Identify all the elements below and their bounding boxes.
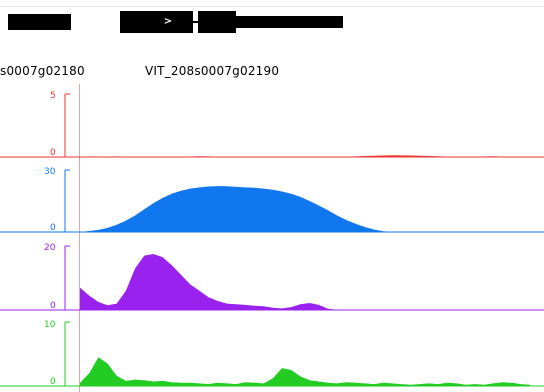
track-ymin-label: 0 bbox=[50, 301, 56, 311]
track-blue[interactable]: 30 0 bbox=[0, 167, 544, 233]
track-ymax-label: 5 bbox=[50, 91, 56, 101]
track-ymax-label: 30 bbox=[44, 167, 56, 177]
gene-model-intron bbox=[193, 21, 198, 23]
top-divider bbox=[0, 6, 544, 7]
track-red[interactable]: 5 0 bbox=[0, 91, 544, 158]
coverage-area bbox=[80, 254, 530, 310]
track-ymin-label: 0 bbox=[50, 148, 56, 158]
track-ymin-label: 0 bbox=[50, 223, 56, 233]
track-green[interactable]: 10 0 bbox=[0, 320, 544, 387]
coverage-area bbox=[80, 357, 530, 386]
gene-model-exon[interactable] bbox=[198, 11, 236, 33]
gene-model-exon[interactable]: > bbox=[120, 11, 193, 33]
gene-label-right[interactable]: VIT_208s0007g02190 bbox=[145, 64, 280, 78]
track-ymin-label: 0 bbox=[50, 377, 56, 387]
track-purple[interactable]: 20 0 bbox=[0, 243, 544, 311]
gene-label-left[interactable]: s0007g02180 bbox=[0, 64, 85, 78]
gene-model-exon[interactable] bbox=[8, 14, 71, 30]
track-ymax-label: 20 bbox=[44, 243, 56, 253]
gene-model-utr[interactable] bbox=[236, 16, 343, 28]
position-marker bbox=[79, 84, 80, 392]
strand-chevron-icon: > bbox=[163, 16, 173, 27]
coverage-area bbox=[80, 186, 530, 232]
track-ymax-label: 10 bbox=[44, 320, 56, 330]
